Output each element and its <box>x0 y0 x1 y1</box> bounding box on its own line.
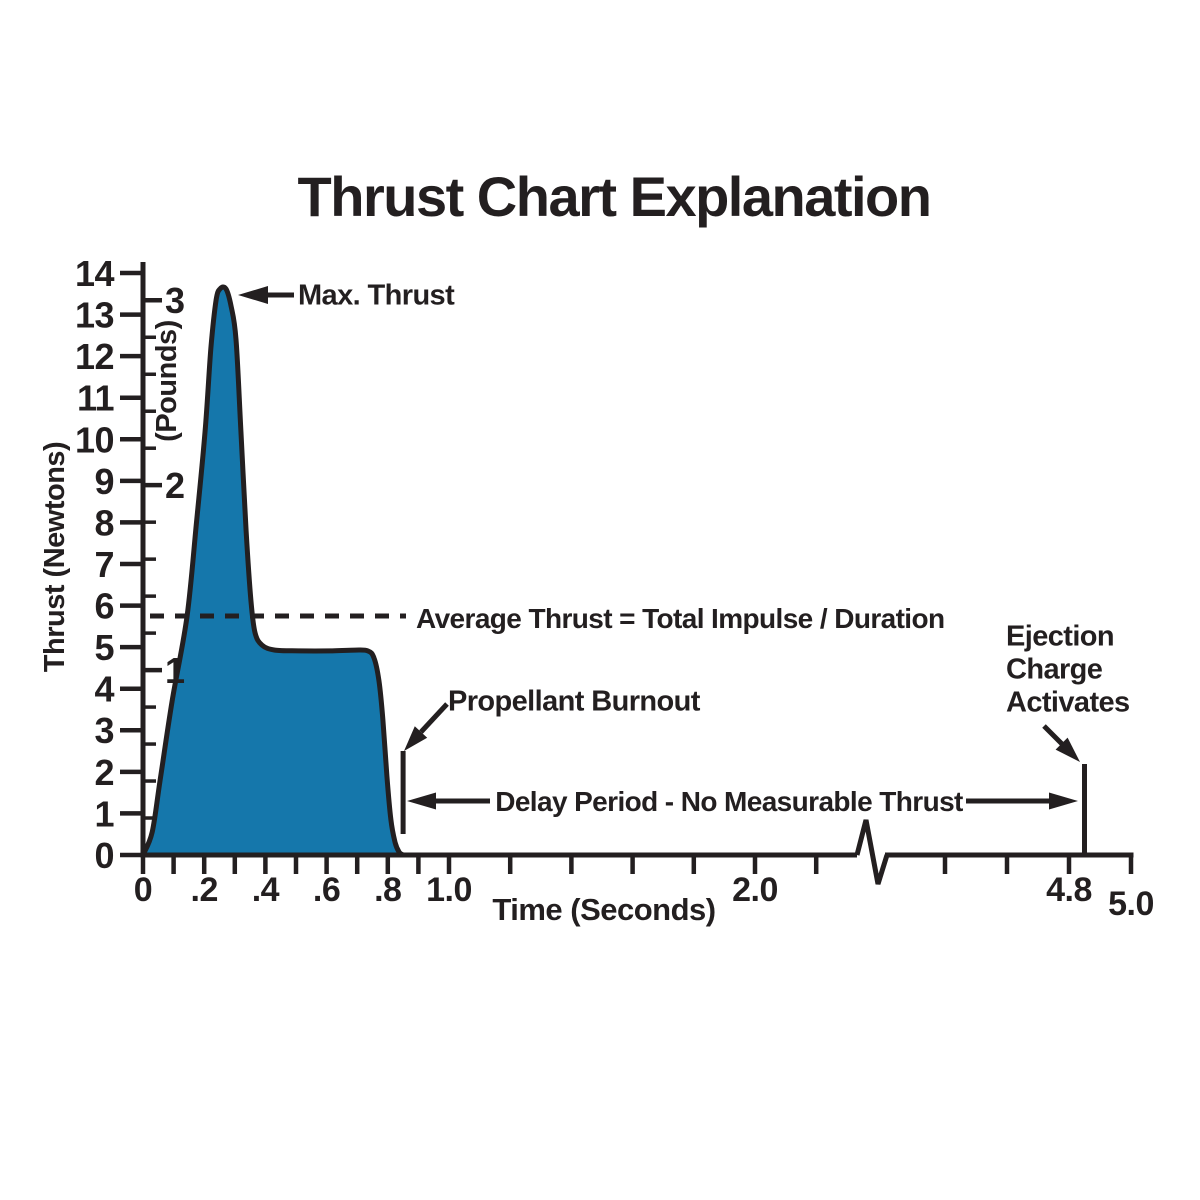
time-tick-label: .8 <box>374 871 401 909</box>
newton-tick-label: 11 <box>77 378 115 419</box>
thrust-curve-area <box>140 284 406 858</box>
y-axis-title-newtons: Thrust (Newtons) <box>39 442 71 672</box>
time-tick-label: 2.0 <box>732 871 778 909</box>
newton-tick-label: 8 <box>94 502 114 543</box>
ejection-label-line3: Activates <box>1006 686 1130 718</box>
time-tick-label: .6 <box>313 871 340 909</box>
propellant-burnout-annotation: Propellant Burnout <box>404 685 701 751</box>
delay-right-arrowhead-icon <box>1049 792 1078 810</box>
propellant-burnout-label: Propellant Burnout <box>448 685 701 717</box>
newton-tick-label: 13 <box>75 295 114 336</box>
newton-tick-label: 9 <box>94 461 114 502</box>
axis-break-icon <box>854 819 890 885</box>
newton-tick-label: 7 <box>94 544 114 585</box>
newton-tick-label: 1 <box>94 793 114 834</box>
time-tick-label: 5.0 <box>1108 885 1154 923</box>
time-tick-label: 4.8 <box>1046 871 1092 909</box>
x-axis-title: Time (Seconds) <box>492 892 715 927</box>
newton-tick-label: 2 <box>94 752 114 793</box>
newton-tick-label: 0 <box>94 835 114 876</box>
y-axis-title-pounds: (Pounds) <box>151 320 183 442</box>
ejection-arrow-line <box>1042 724 1064 746</box>
max-thrust-annotation: Max. Thrust <box>238 279 456 311</box>
newton-tick-label: 12 <box>75 336 114 377</box>
ejection-label-line1: Ejection <box>1006 620 1114 652</box>
ejection-arrowhead-icon <box>1055 737 1080 762</box>
pound-tick-label: 3 <box>165 280 185 321</box>
newton-tick-label: 3 <box>94 710 114 751</box>
max-thrust-label: Max. Thrust <box>298 279 455 311</box>
newton-tick-label: 4 <box>94 669 114 710</box>
ejection-charge-annotation: Ejection Charge Activates <box>1006 620 1130 762</box>
thrust-curve-path <box>140 284 406 858</box>
time-tick-label: 0 <box>134 871 152 909</box>
average-thrust-label: Average Thrust = Total Impulse / Duratio… <box>416 603 945 634</box>
delay-period-label: Delay Period - No Measurable Thrust <box>495 786 963 817</box>
ejection-label-line2: Charge <box>1006 653 1103 685</box>
newton-tick-label: 14 <box>75 253 115 294</box>
newton-tick-label: 10 <box>75 419 114 460</box>
newton-tick-label: 6 <box>94 586 114 627</box>
delay-period-annotation: Delay Period - No Measurable Thrust <box>407 786 1078 817</box>
max-thrust-arrowhead-icon <box>238 286 268 304</box>
delay-left-arrowhead-icon <box>407 792 436 810</box>
pound-tick-label: 1 <box>165 650 185 691</box>
burnout-arrowhead-icon <box>404 726 428 751</box>
page-title: Thrust Chart Explanation <box>298 165 931 228</box>
time-tick-label: .2 <box>191 871 218 909</box>
time-tick-label: 1.0 <box>426 871 472 909</box>
newton-tick-label: 5 <box>94 627 114 668</box>
time-tick-label: .4 <box>252 871 280 909</box>
burnout-arrow-line <box>419 702 449 734</box>
event-marker-lines <box>400 751 1087 853</box>
pound-tick-label: 2 <box>165 465 185 506</box>
